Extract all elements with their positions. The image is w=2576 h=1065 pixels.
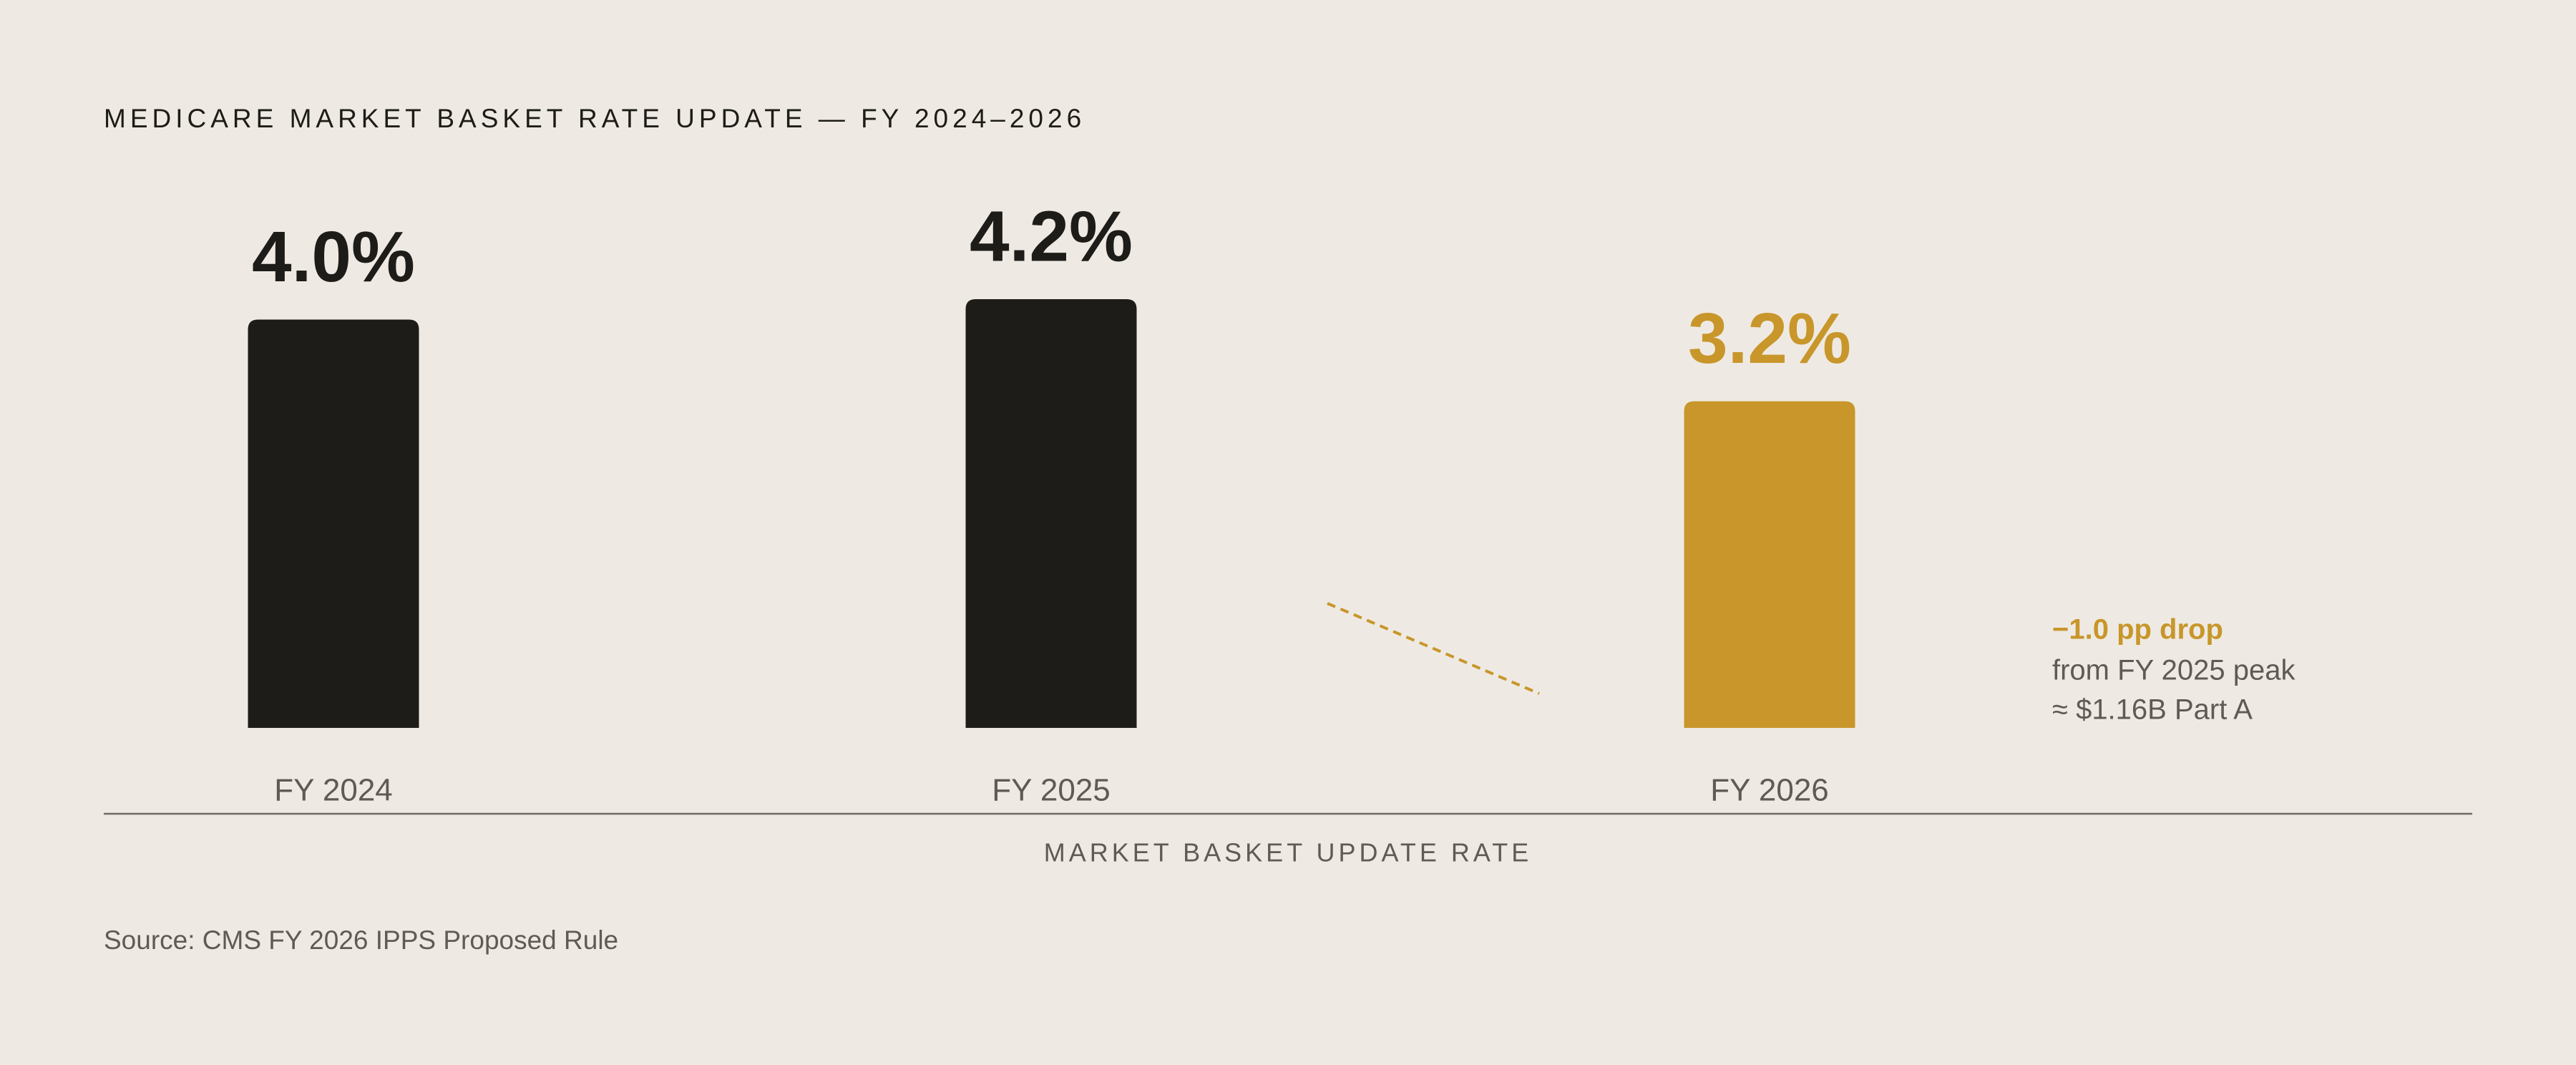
value-label: 4.0% xyxy=(252,217,415,297)
x-tick-label: FY 2025 xyxy=(992,773,1111,808)
bar xyxy=(965,299,1137,728)
trend-connector xyxy=(1327,602,1540,695)
bar xyxy=(248,319,419,728)
annotation: ≈ $1.16B Part A xyxy=(2052,694,2253,726)
x-tick-label: FY 2024 xyxy=(274,773,393,808)
value-label: 4.2% xyxy=(970,196,1133,276)
chart-title: MEDICARE MARKET BASKET RATE UPDATE — FY … xyxy=(104,104,1085,133)
annotation: −1.0 pp drop xyxy=(2052,614,2223,646)
source-note: Source: CMS FY 2026 IPPS Proposed Rule xyxy=(104,925,618,955)
x-tick-label: FY 2026 xyxy=(1710,773,1829,808)
bar xyxy=(1684,401,1855,728)
annotation: from FY 2025 peak xyxy=(2052,655,2296,686)
value-label: 3.2% xyxy=(1688,298,1851,379)
x-axis-title: MARKET BASKET UPDATE RATE xyxy=(1044,838,1532,867)
